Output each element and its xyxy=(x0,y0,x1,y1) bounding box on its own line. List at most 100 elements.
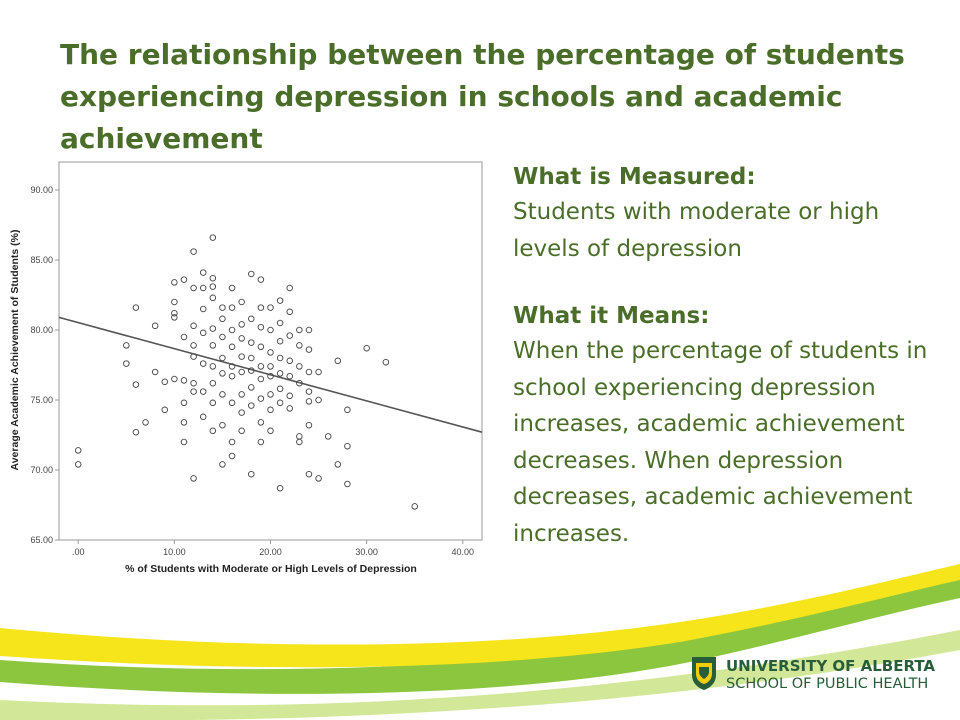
data-point xyxy=(180,438,188,446)
data-point xyxy=(190,475,197,482)
data-point xyxy=(238,409,245,416)
data-point xyxy=(257,438,265,446)
data-point xyxy=(209,234,217,241)
data-point xyxy=(219,391,226,398)
data-point xyxy=(209,427,217,435)
data-point xyxy=(74,461,82,468)
data-point xyxy=(324,433,332,440)
x-tick-label: .00 xyxy=(72,547,85,557)
data-point xyxy=(209,379,217,387)
data-point xyxy=(238,335,245,342)
data-point xyxy=(315,368,322,376)
means-heading: What it Means: xyxy=(513,303,710,329)
data-point xyxy=(276,385,284,393)
logo-text: UNIVERSITY OF ALBERTA SCHOOL OF PUBLIC H… xyxy=(726,657,935,693)
x-tick-label: 20.00 xyxy=(259,547,282,557)
data-point xyxy=(151,368,159,376)
data-point xyxy=(276,297,284,304)
data-point xyxy=(219,370,226,377)
x-axis-label: % of Students with Moderate or High Leve… xyxy=(125,563,417,575)
x-tick-label: 30.00 xyxy=(355,547,378,557)
data-point xyxy=(228,399,236,407)
explanation-panel: What is Measured: Students with moderate… xyxy=(513,160,943,552)
data-point xyxy=(219,333,226,341)
data-point xyxy=(199,360,207,367)
data-point xyxy=(228,326,236,334)
data-point xyxy=(151,322,159,330)
data-point xyxy=(132,381,140,388)
scatter-chart: 65.00 70.00 75.00 80.00 85.00 90.00 .00 10.00 2… xyxy=(9,161,483,575)
data-point xyxy=(305,398,313,405)
data-point xyxy=(228,304,236,311)
logo-line-1: UNIVERSITY OF ALBERTA xyxy=(726,657,936,675)
data-point xyxy=(209,363,217,370)
data-point xyxy=(305,346,313,353)
data-point xyxy=(257,375,265,383)
data-point xyxy=(276,484,284,492)
y-tick-label: 75.00 xyxy=(30,395,53,405)
data-point xyxy=(248,470,255,478)
data-point xyxy=(248,339,255,346)
data-point xyxy=(296,363,303,370)
data-point xyxy=(238,368,245,376)
data-point xyxy=(219,304,226,311)
data-point xyxy=(276,319,284,327)
data-point xyxy=(248,367,255,374)
data-point xyxy=(180,333,188,341)
data-point xyxy=(344,442,351,450)
data-point xyxy=(209,325,217,332)
data-point xyxy=(190,342,197,349)
data-point xyxy=(276,354,284,362)
data-point xyxy=(267,427,274,435)
data-point xyxy=(334,461,342,468)
data-point xyxy=(228,452,236,460)
data-point xyxy=(267,391,274,398)
data-point xyxy=(199,329,207,337)
data-point xyxy=(305,470,313,478)
data-point xyxy=(286,332,293,339)
data-point xyxy=(411,503,418,510)
data-point xyxy=(199,269,207,276)
data-point xyxy=(228,363,236,370)
data-point xyxy=(315,475,322,482)
data-point xyxy=(238,391,245,398)
university-logo: UNIVERSITY OF ALBERTA SCHOOL OF PUBLIC H… xyxy=(690,655,940,695)
chart-frame xyxy=(58,161,483,541)
data-point xyxy=(267,363,274,370)
data-point xyxy=(248,315,255,323)
data-point xyxy=(334,357,342,365)
data-point xyxy=(276,399,284,407)
data-point xyxy=(199,305,207,313)
yellow-band xyxy=(0,564,960,668)
data-point xyxy=(248,402,255,409)
data-point xyxy=(296,433,303,440)
data-point xyxy=(199,413,207,421)
slide-title: The relationship between the percentage … xyxy=(60,38,905,155)
data-point xyxy=(267,304,274,311)
data-point xyxy=(267,326,274,334)
data-point xyxy=(209,399,217,407)
data-point xyxy=(257,343,265,351)
data-point xyxy=(276,337,284,345)
data-point xyxy=(190,284,197,292)
data-point xyxy=(209,274,217,282)
data-point xyxy=(286,357,293,365)
data-point xyxy=(238,353,245,360)
data-point xyxy=(267,406,274,414)
data-point xyxy=(219,421,226,429)
data-point xyxy=(180,276,188,283)
data-point xyxy=(296,326,303,334)
data-point xyxy=(161,378,168,386)
data-point xyxy=(190,379,197,387)
data-point xyxy=(248,384,255,391)
y-tick-label: 70.00 xyxy=(30,465,53,475)
data-point xyxy=(257,304,265,311)
data-point xyxy=(267,372,274,380)
data-point xyxy=(209,283,217,290)
data-point xyxy=(248,354,255,362)
light-green-band xyxy=(0,630,960,720)
means-text: When the percentage of students in schoo… xyxy=(513,338,928,547)
x-tick-label: 10.00 xyxy=(163,547,186,557)
y-tick-label: 85.00 xyxy=(30,255,53,265)
data-point xyxy=(228,372,236,380)
